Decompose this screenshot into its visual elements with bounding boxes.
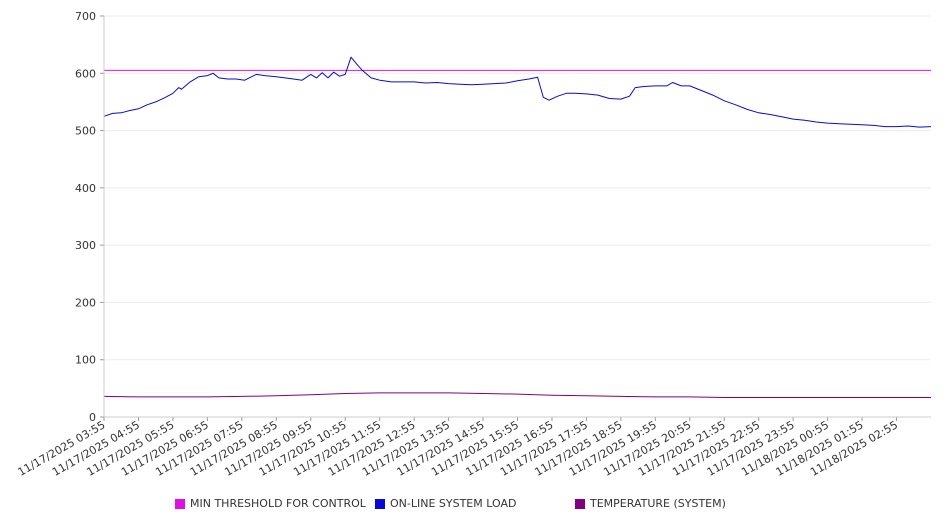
y-tick-label: 700	[75, 10, 96, 23]
legend-item-min-threshold-for-control: MIN THRESHOLD FOR CONTROL	[175, 497, 366, 510]
legend-label: MIN THRESHOLD FOR CONTROL	[190, 497, 366, 510]
y-tick-label: 0	[89, 411, 96, 424]
legend-swatch	[375, 498, 385, 509]
y-tick-label: 200	[75, 296, 96, 309]
legend-item-on-line-system-load: ON-LINE SYSTEM LOAD	[375, 497, 516, 510]
legend-label: ON-LINE SYSTEM LOAD	[390, 497, 517, 510]
y-tick-label: 100	[75, 354, 96, 367]
grid-lines	[104, 15, 931, 361]
series-line-on-line-system-load	[103, 56, 932, 128]
series-line-temperature-system	[103, 392, 931, 398]
legend-swatch	[575, 498, 585, 509]
y-tick-label: 400	[75, 182, 96, 195]
y-axis-ticks: 0 100 200 300 400 500 600 700	[75, 10, 104, 424]
chart-canvas: 0 100 200 300 400 500 600 700 11/17/2025 03:551…	[16, 10, 932, 479]
legend-swatch	[175, 498, 185, 509]
legend-label: TEMPERATURE (SYSTEM)	[590, 497, 726, 510]
series-lines	[103, 56, 932, 398]
y-tick-label: 500	[75, 125, 96, 138]
chart-legend: MIN THRESHOLD FOR CONTROL ON-LINE SYSTEM …	[0, 497, 946, 515]
y-tick-label: 300	[75, 239, 96, 252]
y-tick-label: 600	[75, 67, 96, 80]
legend-item-temperature-system: TEMPERATURE (SYSTEM)	[575, 497, 726, 510]
